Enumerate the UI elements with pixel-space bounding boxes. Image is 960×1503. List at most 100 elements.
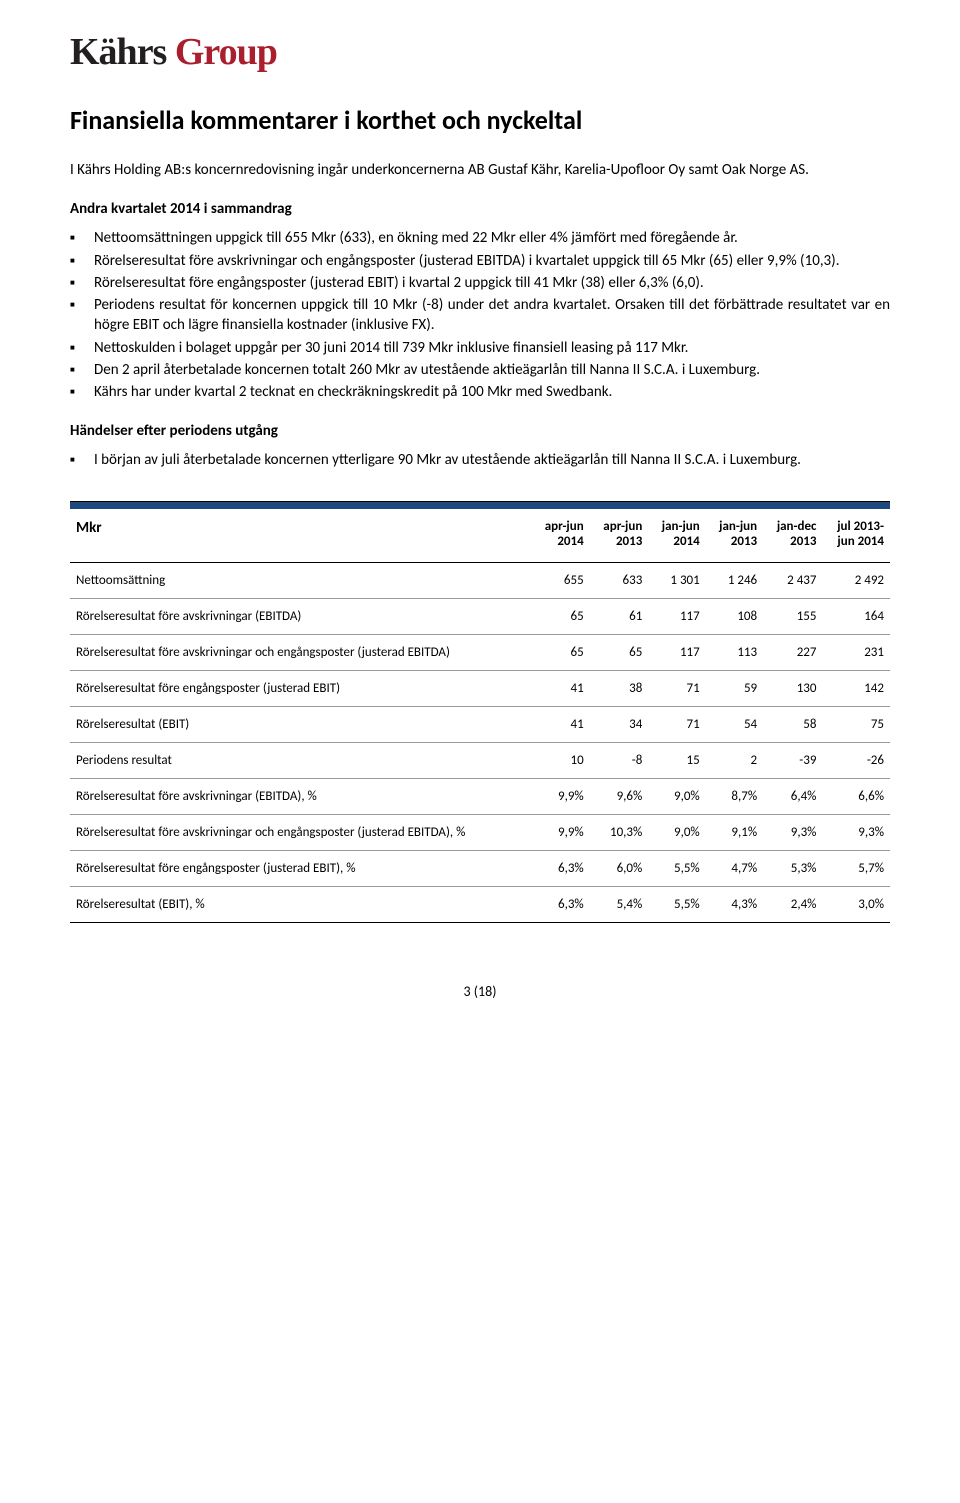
table-cell: 4,7% bbox=[706, 850, 763, 886]
financial-table-container: Mkrapr-jun2014apr-jun2013jan-jun2014 jan-… bbox=[70, 501, 890, 923]
table-cell: 61 bbox=[590, 598, 649, 634]
table-cell: 9,9% bbox=[531, 778, 590, 814]
table-cell: 6,3% bbox=[531, 850, 590, 886]
table-cell: 10,3% bbox=[590, 814, 649, 850]
list-item: Periodens resultat för koncernen uppgick… bbox=[94, 295, 890, 336]
table-row-label: Rörelseresultat före engångsposter (just… bbox=[70, 670, 531, 706]
table-row-label: Rörelseresultat före avskrivningar (EBIT… bbox=[70, 778, 531, 814]
table-cell: 65 bbox=[531, 598, 590, 634]
table-cell: 155 bbox=[763, 598, 822, 634]
list-item: Rörelseresultat före engångsposter (just… bbox=[94, 273, 890, 293]
table-cell: 231 bbox=[822, 634, 890, 670]
table-row: Rörelseresultat före avskrivningar (EBIT… bbox=[70, 598, 890, 634]
table-cell: 108 bbox=[706, 598, 763, 634]
table-cell: 117 bbox=[648, 634, 705, 670]
intro-paragraph: I Kährs Holding AB:s koncernredovisning … bbox=[70, 160, 890, 180]
table-cell: 71 bbox=[648, 706, 705, 742]
table-cell: 15 bbox=[648, 742, 705, 778]
table-row-label: Rörelseresultat före avskrivningar (EBIT… bbox=[70, 598, 531, 634]
table-cell: 5,5% bbox=[648, 850, 705, 886]
table-cell: 38 bbox=[590, 670, 649, 706]
table-cell: 117 bbox=[648, 598, 705, 634]
page-number: 3 (18) bbox=[70, 983, 890, 1000]
table-cell: 3,0% bbox=[822, 886, 890, 922]
table-row: Rörelseresultat före avskrivningar och e… bbox=[70, 814, 890, 850]
table-cell: 9,0% bbox=[648, 778, 705, 814]
company-logo: Kährs Group bbox=[70, 30, 890, 74]
table-cell: 6,6% bbox=[822, 778, 890, 814]
table-cell: 6,0% bbox=[590, 850, 649, 886]
table-cell: 2,4% bbox=[763, 886, 822, 922]
table-row: Rörelseresultat före engångsposter (just… bbox=[70, 670, 890, 706]
table-cell: 142 bbox=[822, 670, 890, 706]
table-cell: 4,3% bbox=[706, 886, 763, 922]
table-top-accent-bar bbox=[70, 501, 890, 509]
table-cell: 2 437 bbox=[763, 562, 822, 598]
table-row-label: Rörelseresultat före avskrivningar och e… bbox=[70, 634, 531, 670]
table-header-label: Mkr bbox=[70, 511, 531, 563]
table-row: Rörelseresultat före avskrivningar (EBIT… bbox=[70, 778, 890, 814]
table-cell: -39 bbox=[763, 742, 822, 778]
table-row-label: Rörelseresultat (EBIT), % bbox=[70, 886, 531, 922]
list-item: I början av juli återbetalade koncernen … bbox=[94, 450, 890, 470]
table-column-header: apr-jun2013 bbox=[590, 511, 649, 563]
table-row-label: Periodens resultat bbox=[70, 742, 531, 778]
logo-text-kahrs: Kährs bbox=[70, 31, 175, 73]
table-cell: 2 492 bbox=[822, 562, 890, 598]
table-cell: 9,1% bbox=[706, 814, 763, 850]
logo-text-group: Group bbox=[175, 31, 277, 73]
table-cell: 5,7% bbox=[822, 850, 890, 886]
table-row-label: Nettoomsättning bbox=[70, 562, 531, 598]
table-cell: 9,9% bbox=[531, 814, 590, 850]
table-cell: 75 bbox=[822, 706, 890, 742]
table-cell: 2 bbox=[706, 742, 763, 778]
table-cell: 6,3% bbox=[531, 886, 590, 922]
table-cell: 10 bbox=[531, 742, 590, 778]
table-cell: 1 301 bbox=[648, 562, 705, 598]
table-cell: 9,0% bbox=[648, 814, 705, 850]
table-cell: 9,6% bbox=[590, 778, 649, 814]
table-cell: 130 bbox=[763, 670, 822, 706]
table-cell: 227 bbox=[763, 634, 822, 670]
list-item: Nettoskulden i bolaget uppgår per 30 jun… bbox=[94, 338, 890, 358]
table-row: Periodens resultat10-8152-39-26 bbox=[70, 742, 890, 778]
list-item: Rörelseresultat före avskrivningar och e… bbox=[94, 251, 890, 271]
table-cell: 1 246 bbox=[706, 562, 763, 598]
table-cell: 41 bbox=[531, 670, 590, 706]
bullet-list-events: I början av juli återbetalade koncernen … bbox=[70, 450, 890, 470]
table-row-label: Rörelseresultat (EBIT) bbox=[70, 706, 531, 742]
table-cell: 633 bbox=[590, 562, 649, 598]
table-cell: 9,3% bbox=[763, 814, 822, 850]
table-cell: 58 bbox=[763, 706, 822, 742]
section-heading-q2: Andra kvartalet 2014 i sammandrag bbox=[70, 200, 890, 218]
list-item: Kährs har under kvartal 2 tecknat en che… bbox=[94, 382, 890, 402]
table-cell: 65 bbox=[590, 634, 649, 670]
table-cell: 34 bbox=[590, 706, 649, 742]
table-cell: 164 bbox=[822, 598, 890, 634]
table-row: Rörelseresultat före avskrivningar och e… bbox=[70, 634, 890, 670]
table-cell: 6,4% bbox=[763, 778, 822, 814]
table-column-header: jan-dec2013 bbox=[763, 511, 822, 563]
table-column-header: apr-jun2014 bbox=[531, 511, 590, 563]
page-title: Finansiella kommentarer i korthet och ny… bbox=[70, 104, 890, 136]
table-cell: -8 bbox=[590, 742, 649, 778]
list-item: Den 2 april återbetalade koncernen total… bbox=[94, 360, 890, 380]
table-cell: 5,5% bbox=[648, 886, 705, 922]
table-row: Rörelseresultat (EBIT), %6,3%5,4%5,5%4,3… bbox=[70, 886, 890, 922]
table-cell: 9,3% bbox=[822, 814, 890, 850]
table-row-label: Rörelseresultat före engångsposter (just… bbox=[70, 850, 531, 886]
table-cell: 5,3% bbox=[763, 850, 822, 886]
list-item: Nettoomsättningen uppgick till 655 Mkr (… bbox=[94, 228, 890, 248]
table-cell: 59 bbox=[706, 670, 763, 706]
table-cell: -26 bbox=[822, 742, 890, 778]
table-cell: 113 bbox=[706, 634, 763, 670]
table-cell: 8,7% bbox=[706, 778, 763, 814]
table-column-header: jul 2013-jun 2014 bbox=[822, 511, 890, 563]
table-column-header: jan-jun2014 bbox=[648, 511, 705, 563]
table-row-label: Rörelseresultat före avskrivningar och e… bbox=[70, 814, 531, 850]
table-row: Rörelseresultat före engångsposter (just… bbox=[70, 850, 890, 886]
table-row: Nettoomsättning6556331 3011 2462 4372 49… bbox=[70, 562, 890, 598]
financial-table: Mkrapr-jun2014apr-jun2013jan-jun2014 jan-… bbox=[70, 511, 890, 923]
table-cell: 71 bbox=[648, 670, 705, 706]
section-heading-events: Händelser efter periodens utgång bbox=[70, 422, 890, 440]
